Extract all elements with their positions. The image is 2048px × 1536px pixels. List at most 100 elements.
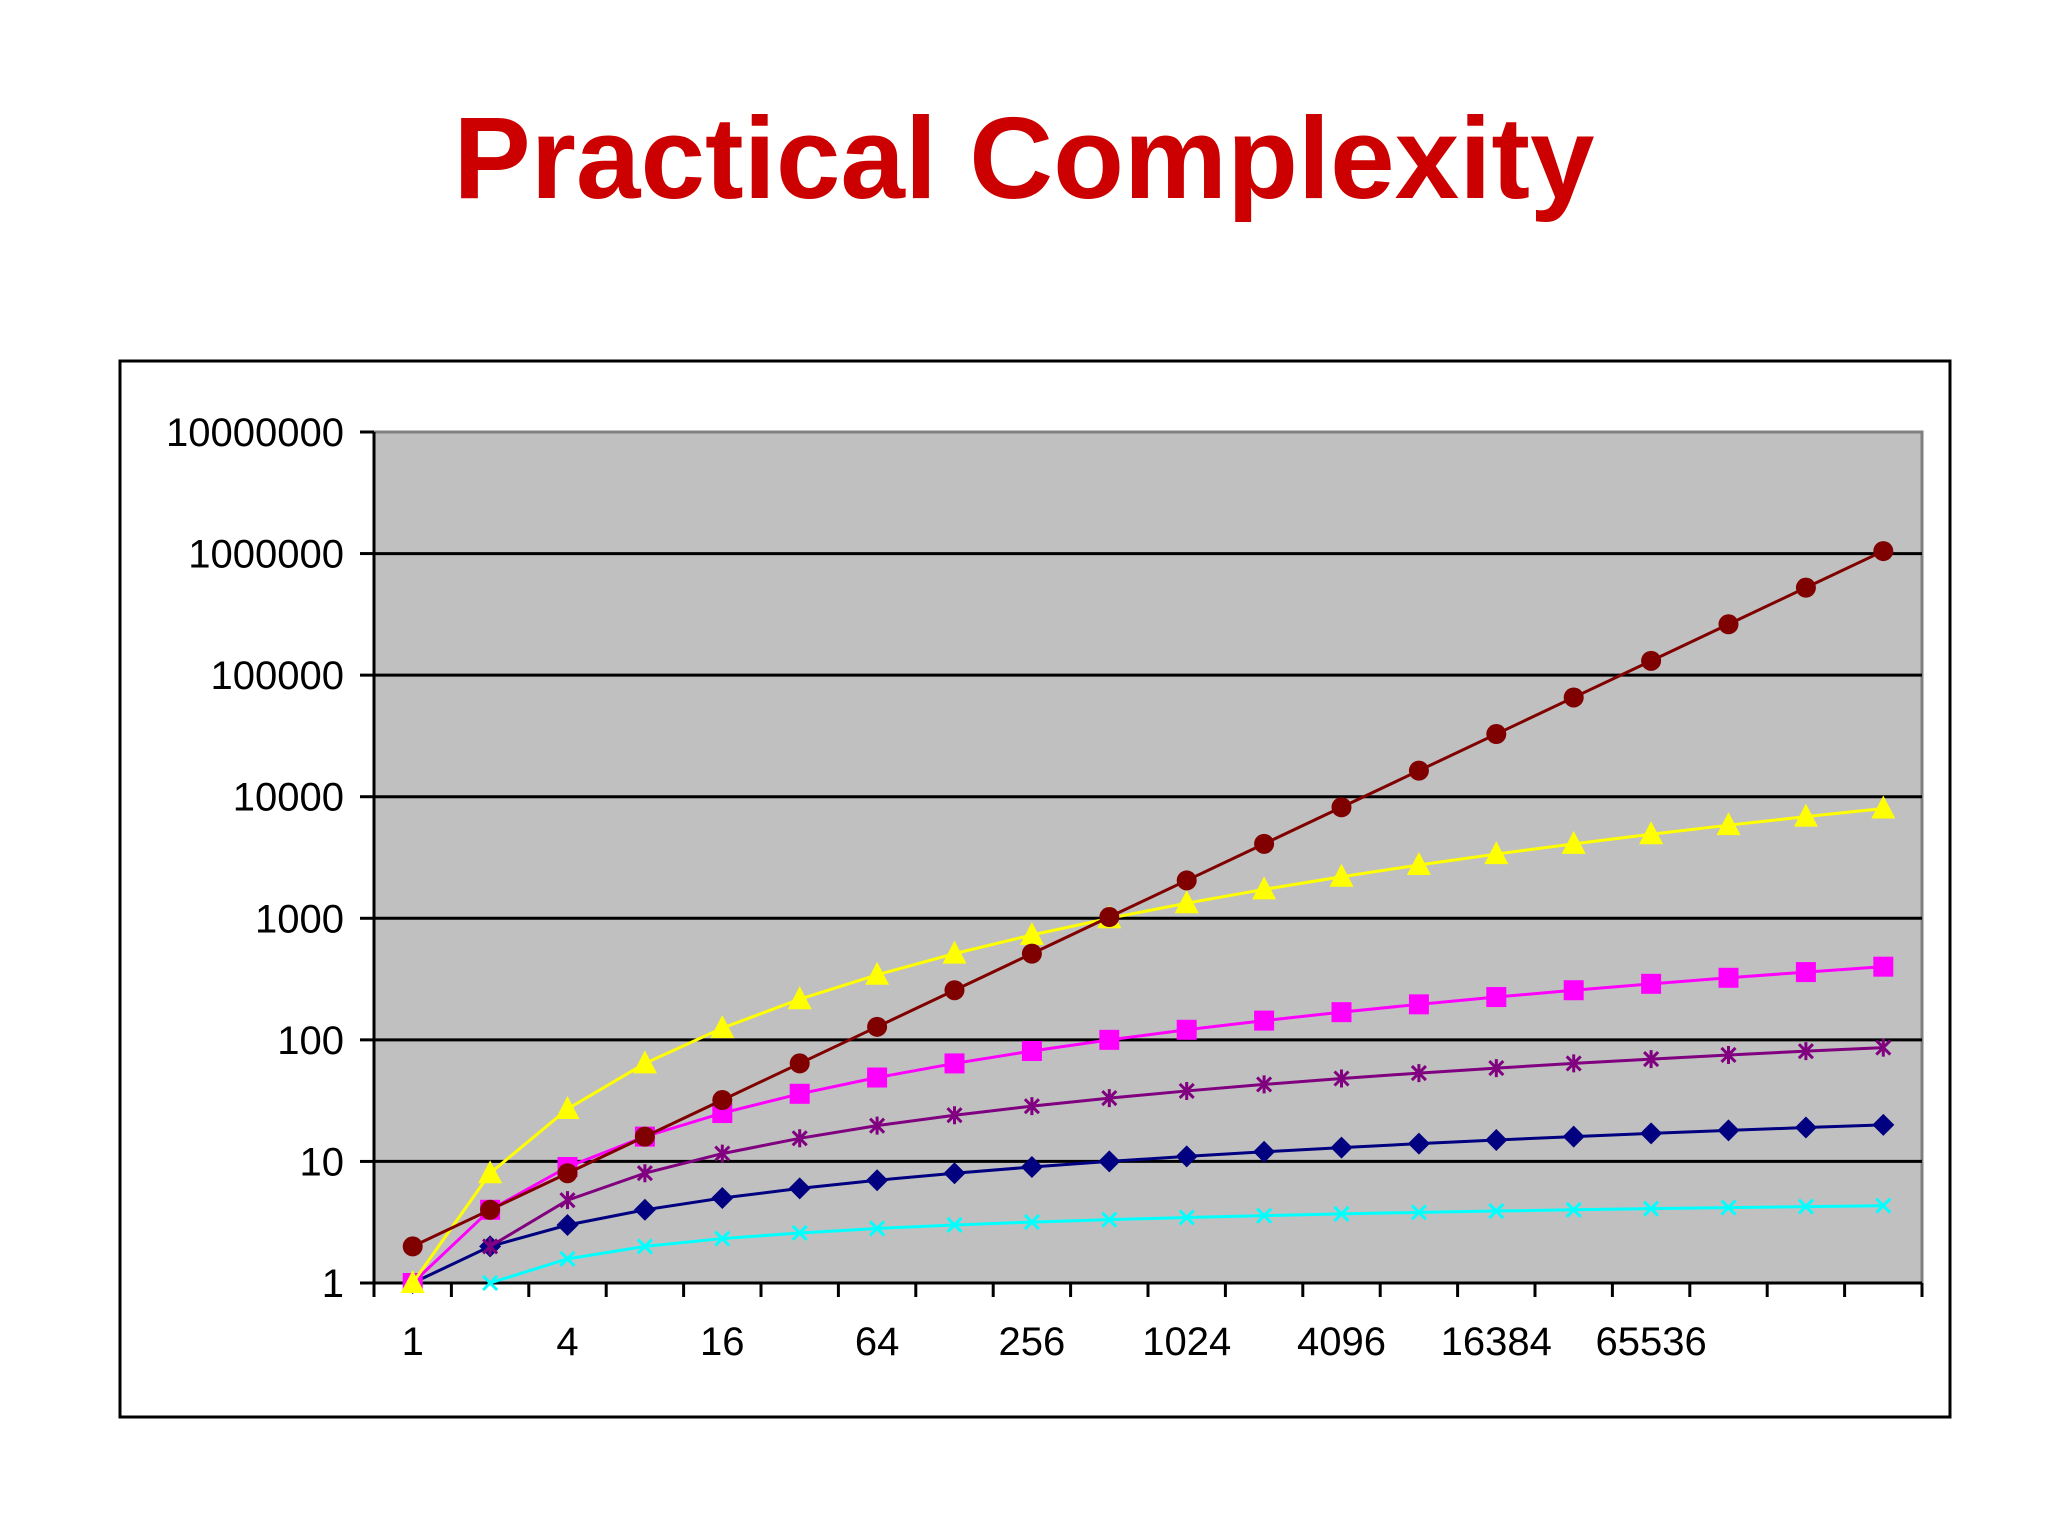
- data-point-diamond: [943, 1162, 966, 1185]
- data-point-circle: [1486, 724, 1507, 745]
- y-tick-label: 1000000: [188, 533, 344, 577]
- data-point-x: [1875, 1197, 1892, 1214]
- data-point-circle: [1099, 907, 1120, 928]
- data-point-x: [636, 1238, 653, 1255]
- data-point-triangle: [1793, 803, 1818, 827]
- data-point-square: [1795, 962, 1816, 983]
- data-point-circle: [1795, 577, 1816, 598]
- data-point-asterisk: [559, 1191, 576, 1210]
- data-point-diamond: [1020, 1155, 1043, 1178]
- y-tick-label: 1: [322, 1262, 344, 1306]
- data-point-diamond: [1098, 1150, 1121, 1173]
- data-point-triangle: [865, 961, 890, 985]
- data-point-circle: [1408, 760, 1429, 781]
- data-point-asterisk: [1643, 1050, 1660, 1069]
- data-point-circle: [944, 980, 965, 1001]
- data-point-asterisk: [1178, 1081, 1195, 1100]
- data-point-circle: [1176, 870, 1197, 891]
- data-point-asterisk: [1256, 1075, 1273, 1094]
- axes: [360, 430, 1924, 1297]
- data-point-square: [1563, 980, 1584, 1001]
- x-tick-label: 16384: [1441, 1320, 1552, 1364]
- series-line: [411, 807, 1884, 1284]
- data-point-triangle: [787, 986, 812, 1010]
- data-point-triangle: [710, 1015, 735, 1039]
- data-point-triangle: [1871, 795, 1896, 819]
- data-point-asterisk: [1875, 1038, 1892, 1057]
- data-point-square: [1331, 1002, 1352, 1023]
- data-point-x: [1023, 1214, 1040, 1231]
- data-point-diamond: [1717, 1119, 1740, 1142]
- data-point-diamond: [1407, 1132, 1430, 1155]
- data-point-triangle: [632, 1050, 657, 1074]
- data-point-circle: [1254, 833, 1275, 854]
- slide-title: Practical Complexity: [453, 93, 1595, 223]
- data-point-square: [1641, 973, 1662, 994]
- data-point-circle: [557, 1163, 578, 1184]
- y-tick-label: 10000000: [166, 411, 344, 455]
- data-point-circle: [480, 1199, 501, 1220]
- data-point-asterisk: [1720, 1045, 1737, 1064]
- data-point-triangle: [1561, 830, 1586, 854]
- data-point-asterisk: [1023, 1097, 1040, 1116]
- data-point-diamond: [633, 1198, 656, 1221]
- data-point-diamond: [1330, 1136, 1353, 1159]
- series-line: [411, 965, 1884, 1285]
- data-point-triangle: [1639, 821, 1664, 845]
- data-point-square: [1021, 1040, 1042, 1061]
- data-point-diamond: [1640, 1122, 1663, 1145]
- series-asterisk: [482, 1038, 1892, 1256]
- data-point-diamond: [711, 1187, 734, 1210]
- y-tick-label: 10: [300, 1140, 345, 1184]
- x-axis-tick-labels: 1 4 16 64 256 1024 4096 16384 65536: [402, 1320, 1707, 1364]
- data-point-asterisk: [1410, 1064, 1427, 1083]
- x-tick-label: 16: [700, 1320, 745, 1364]
- data-point-square: [1254, 1010, 1275, 1031]
- data-point-circle: [867, 1016, 888, 1037]
- series-layer: [400, 541, 1896, 1294]
- data-point-diamond: [1485, 1129, 1508, 1152]
- data-point-circle: [402, 1236, 423, 1257]
- data-point-asterisk: [1333, 1069, 1350, 1088]
- data-point-diamond: [788, 1177, 811, 1200]
- y-tick-label: 100000: [211, 654, 344, 698]
- data-point-asterisk: [636, 1164, 653, 1183]
- data-point-circle: [1563, 687, 1584, 708]
- data-point-x: [1410, 1204, 1427, 1221]
- data-point-x: [1101, 1211, 1118, 1228]
- series-triangle: [400, 795, 1896, 1293]
- data-point-triangle: [1252, 876, 1277, 900]
- data-point-x: [1256, 1207, 1273, 1224]
- data-point-x: [1565, 1201, 1582, 1218]
- data-point-triangle: [1484, 841, 1509, 865]
- data-point-asterisk: [1488, 1059, 1505, 1078]
- data-point-x: [1797, 1198, 1814, 1215]
- x-tick-label: 4: [556, 1320, 578, 1364]
- data-point-asterisk: [1101, 1089, 1118, 1108]
- data-point-asterisk: [946, 1106, 963, 1125]
- x-tick-label: 1: [402, 1320, 424, 1364]
- data-point-square: [789, 1083, 810, 1104]
- data-point-x: [1333, 1205, 1350, 1222]
- data-point-square: [1176, 1019, 1197, 1040]
- data-point-asterisk: [714, 1144, 731, 1163]
- data-point-square: [867, 1067, 888, 1088]
- data-point-x: [714, 1230, 731, 1247]
- y-axis-tick-labels: 1 10 100 1000 10000 100000 1000000 10000000: [166, 411, 344, 1306]
- data-point-diamond: [1562, 1125, 1585, 1148]
- data-point-triangle: [1174, 890, 1199, 914]
- data-point-triangle: [1716, 812, 1741, 836]
- data-point-diamond: [1872, 1113, 1895, 1136]
- data-point-triangle: [942, 940, 967, 964]
- data-point-triangle: [1406, 851, 1431, 875]
- data-point-x: [559, 1250, 576, 1267]
- data-point-circle: [1641, 650, 1662, 671]
- data-point-x: [946, 1216, 963, 1234]
- data-point-triangle: [400, 1270, 425, 1293]
- y-tick-label: 100: [277, 1019, 344, 1063]
- data-point-diamond: [1253, 1140, 1276, 1163]
- data-point-triangle: [555, 1095, 580, 1119]
- data-point-asterisk: [1797, 1042, 1814, 1061]
- data-point-x: [1720, 1199, 1737, 1216]
